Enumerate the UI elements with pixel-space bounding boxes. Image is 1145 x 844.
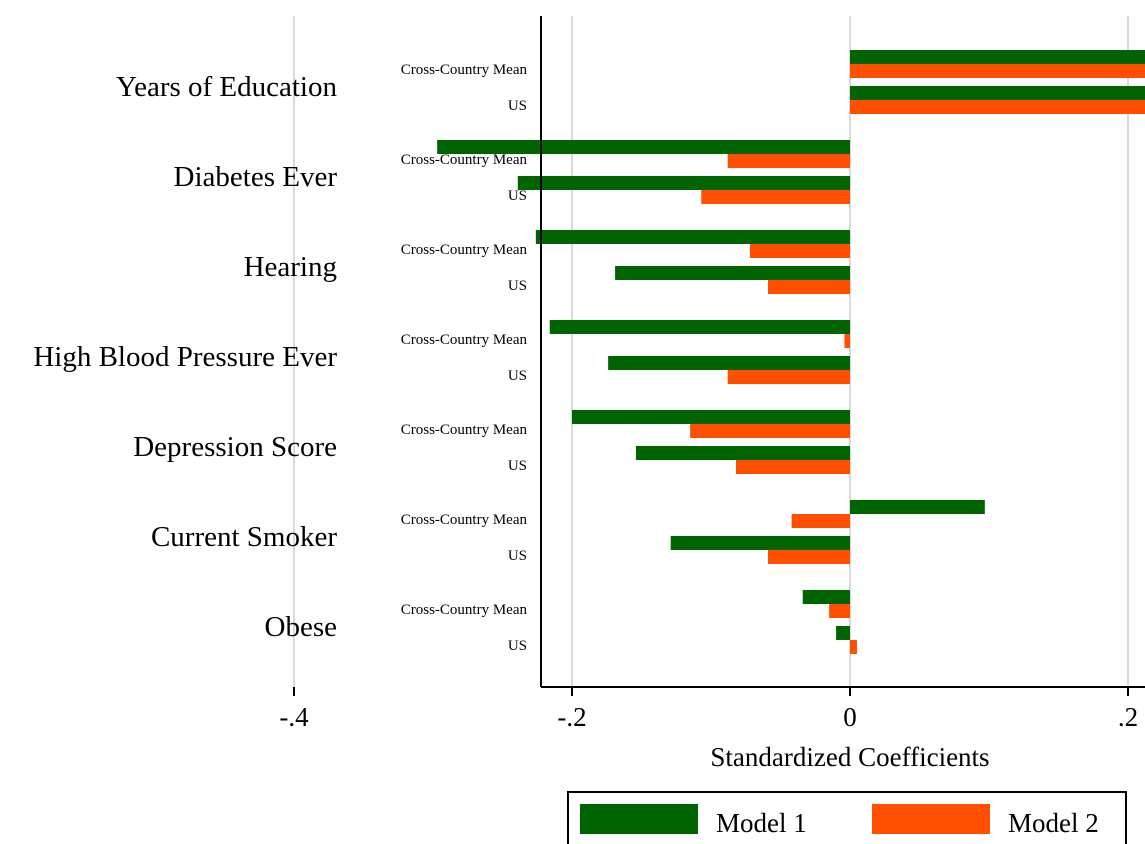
bar-depression-score-us-model-2	[736, 460, 850, 474]
bar-current-smoker-cross-country-mean-model-2	[791, 514, 850, 528]
row-label-high-blood-pressure-ever-us: US	[508, 368, 527, 384]
row-label-hearing-us: US	[508, 278, 527, 294]
bar-hearing-us-model-1	[615, 266, 850, 280]
group-label-obese: Obese	[265, 611, 337, 643]
bar-hearing-cross-country-mean-model-2	[749, 244, 850, 258]
bar-years-of-education-cross-country-mean-model-2	[850, 64, 1145, 78]
x-axis-title: Standardized Coefficients	[710, 742, 989, 772]
x-tick-label-3: .2	[1118, 702, 1138, 732]
row-label-obese-cross-country-mean: Cross-Country Mean	[401, 602, 528, 618]
row-label-depression-score-cross-country-mean: Cross-Country Mean	[401, 422, 528, 438]
category-labels: Years of Education Cross-Country Mean US Di…	[33, 62, 527, 654]
bar-years-of-education-cross-country-mean-model-1	[850, 50, 1145, 64]
x-tick-label-0: -.4	[279, 702, 309, 732]
group-label-years-of-education: Years of Education	[116, 71, 337, 103]
group-label-hearing: Hearing	[244, 251, 337, 283]
legend-box	[567, 791, 1127, 844]
row-label-obese-us: US	[508, 638, 527, 654]
bar-high-blood-pressure-ever-cross-country-mean-model-2	[844, 334, 850, 348]
bar-obese-us-model-2	[850, 640, 857, 654]
row-label-current-smoker-us: US	[508, 548, 527, 564]
legend-swatch-model-1	[580, 804, 698, 834]
row-label-hearing-cross-country-mean: Cross-Country Mean	[401, 242, 528, 258]
bar-high-blood-pressure-ever-us-model-1	[608, 356, 850, 370]
bar-years-of-education-us-model-1	[850, 86, 1145, 100]
bars	[437, 50, 1145, 654]
bar-depression-score-us-model-1	[635, 446, 850, 460]
row-label-years-of-education-us: US	[508, 98, 527, 114]
group-label-high-blood-pressure-ever: High Blood Pressure Ever	[33, 341, 337, 373]
bar-current-smoker-us-model-2	[767, 550, 850, 564]
row-label-diabetes-ever-cross-country-mean: Cross-Country Mean	[401, 152, 528, 168]
x-ticks: -.4-.20.2.4	[279, 687, 1138, 732]
bar-years-of-education-us-model-2	[850, 100, 1145, 114]
bar-depression-score-cross-country-mean-model-1	[572, 410, 850, 424]
bar-current-smoker-cross-country-mean-model-1	[850, 500, 985, 514]
bar-diabetes-ever-us-model-2	[701, 190, 850, 204]
group-label-diabetes-ever: Diabetes Ever	[174, 161, 338, 193]
x-tick-label-2: 0	[843, 702, 857, 732]
legend-label-model-1: Model 1	[716, 808, 807, 838]
bar-hearing-cross-country-mean-model-1	[535, 230, 850, 244]
bar-current-smoker-us-model-1	[670, 536, 850, 550]
axes	[540, 16, 1145, 688]
bar-obese-us-model-1	[836, 626, 850, 640]
bar-depression-score-cross-country-mean-model-2	[690, 424, 850, 438]
x-tick-label-1: -.2	[557, 702, 586, 732]
legend: Model 1 Model 2	[567, 791, 1127, 844]
row-label-diabetes-ever-us: US	[508, 188, 527, 204]
legend-label-model-2: Model 2	[1008, 808, 1099, 838]
bar-obese-cross-country-mean-model-1	[802, 590, 850, 604]
row-label-high-blood-pressure-ever-cross-country-mean: Cross-Country Mean	[401, 332, 528, 348]
bar-high-blood-pressure-ever-cross-country-mean-model-1	[549, 320, 850, 334]
bar-obese-cross-country-mean-model-2	[829, 604, 850, 618]
legend-swatch-model-2	[872, 804, 990, 834]
row-label-current-smoker-cross-country-mean: Cross-Country Mean	[401, 512, 528, 528]
group-label-depression-score: Depression Score	[133, 431, 337, 463]
bar-high-blood-pressure-ever-us-model-2	[727, 370, 850, 384]
grid-lines	[293, 16, 1129, 687]
row-label-years-of-education-cross-country-mean: Cross-Country Mean	[401, 62, 528, 78]
group-label-current-smoker: Current Smoker	[151, 521, 337, 553]
bar-hearing-us-model-2	[767, 280, 850, 294]
bar-diabetes-ever-us-model-1	[517, 176, 850, 190]
bar-diabetes-ever-cross-country-mean-model-2	[727, 154, 850, 168]
row-label-depression-score-us: US	[508, 458, 527, 474]
